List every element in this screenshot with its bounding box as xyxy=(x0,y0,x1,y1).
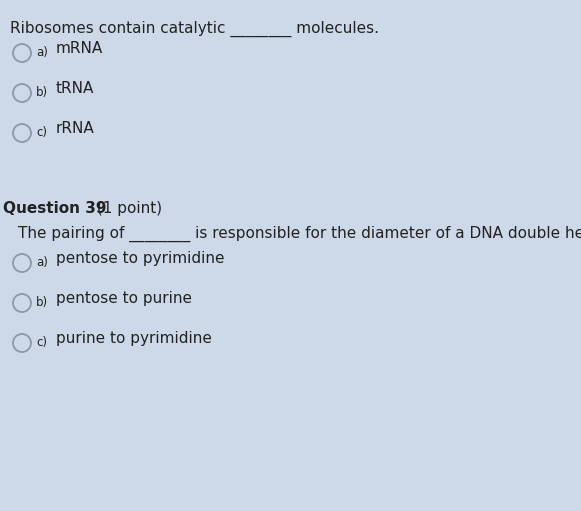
Text: tRNA: tRNA xyxy=(56,81,94,96)
Text: (1 point): (1 point) xyxy=(92,201,162,216)
Text: b): b) xyxy=(36,296,48,309)
Text: Ribosomes contain catalytic ________ molecules.: Ribosomes contain catalytic ________ mol… xyxy=(10,21,379,37)
Text: b): b) xyxy=(36,86,48,99)
Text: mRNA: mRNA xyxy=(56,40,103,56)
Text: Question 39: Question 39 xyxy=(3,201,106,216)
Text: a): a) xyxy=(36,256,48,269)
Text: The pairing of ________ is responsible for the diameter of a DNA double helix.: The pairing of ________ is responsible f… xyxy=(18,226,581,242)
Text: rRNA: rRNA xyxy=(56,121,95,135)
Text: purine to pyrimidine: purine to pyrimidine xyxy=(56,331,212,345)
Text: c): c) xyxy=(36,336,47,349)
Text: pentose to purine: pentose to purine xyxy=(56,290,192,306)
Text: pentose to pyrimidine: pentose to pyrimidine xyxy=(56,250,224,266)
Text: a): a) xyxy=(36,46,48,59)
Text: c): c) xyxy=(36,126,47,139)
